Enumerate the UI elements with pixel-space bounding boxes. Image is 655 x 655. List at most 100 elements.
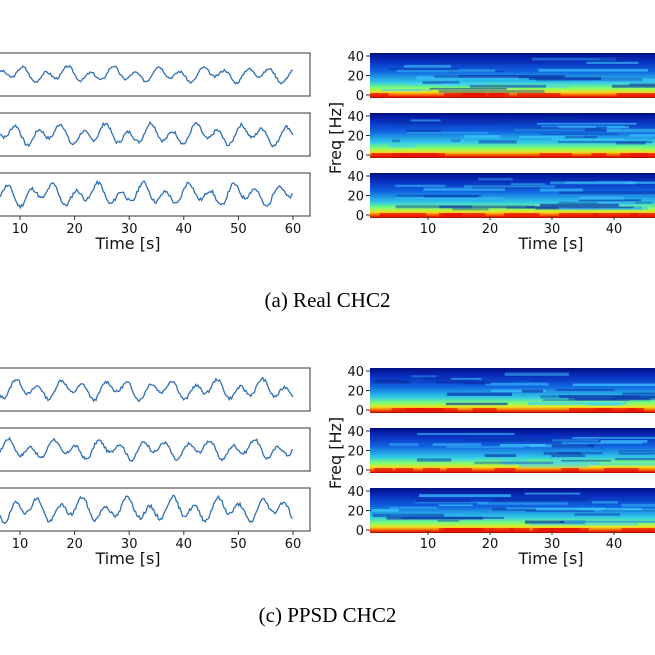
spectrogram-streak [544,117,582,120]
spectrogram-streak [474,461,554,465]
spectrogram-streak [561,459,612,462]
spectrogram-streak [416,499,471,503]
spectrogram-streak [406,83,462,86]
trace-line [0,376,294,403]
spectrogram-streak [564,181,655,184]
spectrogram-streak [392,121,497,125]
spectrogram-streak [436,60,544,64]
spectrogram-lowband [379,213,427,217]
spectrogram-lowband [490,528,514,532]
spectrogram-streak [574,513,621,516]
spectrogram-streak [589,462,655,466]
spectrogram-streak [556,389,615,391]
spectrogram-streak [514,128,621,131]
spectrogram-lowband [538,528,589,532]
spec-time-tick-label: 10 [420,222,437,237]
spectrogram-streak [611,396,655,400]
spectrogram-lowband [395,468,414,472]
spectrogram-streak [491,389,547,393]
spectrogram-streak [600,440,648,443]
time-tick-label: 30 [121,537,138,552]
freq-tick-label: 0 [356,209,364,224]
spectrogram-lowband [494,468,516,472]
spectrogram-streak [492,497,589,501]
freq-tick-label: 0 [356,464,364,479]
spectrogram-streak [478,140,517,144]
spectrogram-streak [443,83,483,86]
spectrogram-streak [593,78,655,82]
spectrogram-streak [558,125,596,129]
spectrogram-streak [419,494,511,498]
freq-tick-label: 0 [356,89,364,104]
spectrogram-streak [538,68,648,72]
freq-tick-label: 20 [347,190,364,205]
spectrogram-streak [389,506,438,509]
spectrogram-streak [504,372,570,376]
freq-tick-label: 20 [347,130,364,145]
freq-tick-label: 0 [356,149,364,164]
spectrogram-lowband [374,468,393,472]
spectrogram-streak [552,439,599,442]
spectrogram-streak [536,178,597,182]
spectrogram-streak [423,187,506,191]
spectrogram-streak [551,138,624,141]
spectrogram-lowband [621,528,655,532]
time-tick-label: 10 [12,222,29,237]
spectrogram-streak [539,188,583,192]
spectrogram-streak [423,377,475,381]
caption-c: (c) PPSD CHC2 [258,603,397,627]
spectrogram-streak [472,185,541,189]
spectrogram-streak [463,185,555,188]
freq-tick-label: 40 [347,485,364,500]
spec-time-tick-label: 30 [544,537,561,552]
spectrogram-lowband [371,153,405,157]
spectrogram-streak [434,75,529,78]
spectrogram-streak [427,458,478,461]
spectrogram-lowband [509,528,530,532]
spectrogram-streak [442,140,465,144]
spectrogram-streak [551,454,586,458]
spectrogram-streak [536,77,643,82]
spectrogram-streak [525,520,585,524]
spectrogram-streak [510,183,546,186]
spectrogram-streak [541,125,625,128]
spectrogram-streak [438,89,545,94]
spectrogram-streak [499,461,600,465]
spectrogram-streak [524,492,581,495]
trace-axes-box [0,172,311,217]
trace-line [0,494,293,525]
spectrogram-streak [464,438,564,442]
spectrogram-streak [526,206,571,209]
freq-tick-label: 40 [347,365,364,380]
spectrogram-streak [464,135,501,139]
panel-1: 10 20 30 40 50 60 Time [s] 0 20 40 0 20 40 0 20 40 10 20 3… [0,365,655,568]
spectrogram-lowband [446,468,472,472]
spectrogram-streak [537,122,637,125]
spectrogram-streak [597,201,636,206]
spec-time-tick-label: 30 [544,222,561,237]
spectrogram-streak [375,378,399,383]
spectrogram-streak [442,82,488,86]
trace-line [0,436,294,463]
spectrogram-streak [432,443,482,446]
spectrogram-lowband [461,93,505,97]
spectrogram-streak [540,203,619,207]
spectrogram-lowband [539,153,573,157]
spectrogram-streak [586,61,639,64]
trace-axes-box [0,487,311,532]
time-tick-label: 60 [285,537,302,552]
spectrogram-streak [625,182,655,184]
spec-time-tick-label: 10 [420,537,437,552]
spectrogram-lowband [370,93,389,97]
spectrogram-streak [629,134,655,137]
spectrogram-streak [532,57,616,61]
spectrogram-streak [558,452,603,455]
spectrogram-lowband [438,528,484,532]
spectrogram-streak [478,177,513,181]
spec-time-tick-label: 20 [482,537,499,552]
spectrogram-streak [396,69,496,73]
spectrogram-streak [619,452,655,455]
trace-line [0,120,294,148]
spectrogram-streak [525,510,594,512]
spectrogram-streak [558,206,649,210]
